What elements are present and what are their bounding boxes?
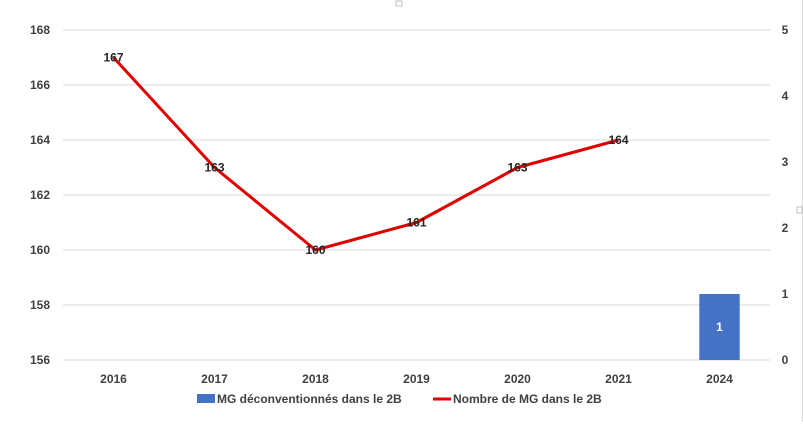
x-tick-label: 2019: [403, 372, 430, 386]
line-data-label: 163: [507, 161, 527, 175]
left-tick-label: 156: [30, 353, 50, 367]
left-axis-ticks: 156 158 160 162 164 166 168: [30, 23, 50, 367]
legend-label-line: Nombre de MG dans le 2B: [453, 392, 602, 406]
bar: [699, 294, 740, 360]
selection-handles: [395, 0, 803, 214]
x-tick-label: 2016: [100, 372, 127, 386]
bar-series: [699, 294, 740, 360]
resize-handle-right[interactable]: [796, 206, 803, 214]
data-labels: 1 167 163 160 161 163 164: [103, 51, 723, 335]
line-data-label: 164: [608, 133, 628, 147]
right-axis-ticks: 0 1 2 3 4 5: [782, 23, 789, 367]
right-tick-label: 5: [782, 23, 789, 37]
line-data-label: 161: [406, 216, 426, 230]
line-data-label: 167: [103, 51, 123, 65]
legend-label-bar: MG déconventionnés dans le 2B: [217, 392, 402, 406]
line-series: [112, 56, 619, 252]
right-tick-label: 2: [782, 221, 789, 235]
x-tick-label: 2024: [706, 372, 733, 386]
left-tick-label: 166: [30, 78, 50, 92]
x-tick-label: 2021: [605, 372, 632, 386]
x-tick-label: 2017: [201, 372, 228, 386]
line-data-label: 163: [204, 161, 224, 175]
left-tick-label: 168: [30, 23, 50, 37]
left-tick-label: 160: [30, 243, 50, 257]
x-tick-label: 2020: [504, 372, 531, 386]
x-axis-ticks: 2016 2017 2018 2019 2020 2021 2024: [100, 372, 733, 386]
legend-swatch-bar: [197, 394, 215, 403]
resize-handle-top[interactable]: [395, 0, 403, 7]
left-tick-label: 162: [30, 188, 50, 202]
left-tick-label: 158: [30, 298, 50, 312]
x-tick-label: 2018: [302, 372, 329, 386]
gridlines: [63, 29, 770, 361]
legend: MG déconventionnés dans le 2B Nombre de …: [197, 392, 602, 406]
right-tick-label: 3: [782, 155, 789, 169]
left-tick-label: 164: [30, 133, 50, 147]
bar-data-label: 1: [716, 320, 723, 334]
right-tick-label: 0: [782, 353, 789, 367]
series-line: [112, 56, 619, 252]
right-tick-label: 4: [782, 89, 789, 103]
line-data-label: 160: [305, 243, 325, 257]
right-tick-label: 1: [782, 287, 789, 301]
